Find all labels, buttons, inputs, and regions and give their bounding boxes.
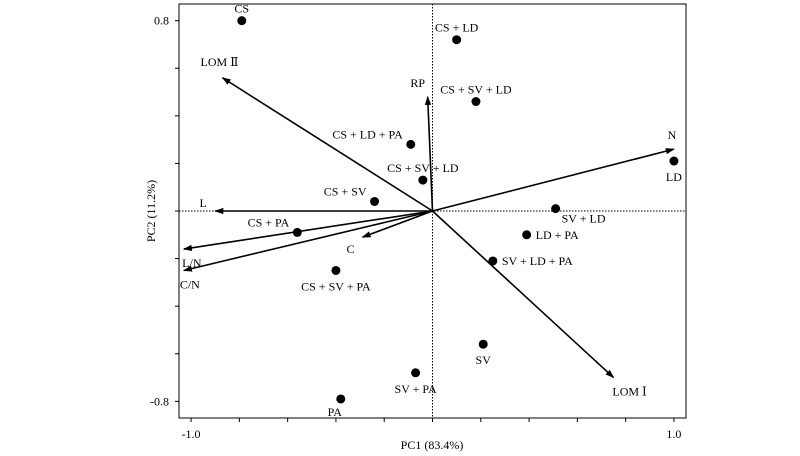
sample-point xyxy=(418,175,428,185)
vector-arrow xyxy=(432,148,675,212)
vector-label: LOM Ⅱ xyxy=(201,55,239,69)
x-tick-label: -1.0 xyxy=(182,427,201,441)
y-axis-title: PC2 (11.2%) xyxy=(144,180,158,242)
sample-point xyxy=(669,156,679,166)
sample-point xyxy=(411,368,421,378)
sample-point xyxy=(331,265,341,275)
sample-point xyxy=(292,227,302,237)
point-label: CS + SV + LD xyxy=(440,83,512,97)
sample-point xyxy=(471,97,481,107)
point-label: CS + PA xyxy=(248,215,290,229)
sample-point xyxy=(478,339,488,349)
vector-label: RP xyxy=(410,76,425,90)
sample-point xyxy=(452,35,462,45)
vector-arrow xyxy=(182,210,433,272)
sample-point xyxy=(370,196,380,206)
point-label: LD + PA xyxy=(536,228,579,242)
vector-arrow xyxy=(221,77,433,212)
point-label: PA xyxy=(328,405,343,419)
sample-point xyxy=(336,394,346,404)
sample-point xyxy=(488,256,498,266)
point-label: CS + LD + PA xyxy=(332,127,403,141)
x-tick-label: 1.0 xyxy=(666,427,681,441)
point-label: SV xyxy=(476,353,492,367)
vector-arrow xyxy=(431,210,615,379)
vector-arrow xyxy=(424,95,434,212)
point-label: CS + SV + PA xyxy=(301,279,371,293)
vector-label: LOM Ⅰ xyxy=(612,385,647,399)
y-tick-label: -0.8 xyxy=(150,394,169,408)
point-label: LD xyxy=(666,170,682,184)
vector-arrow xyxy=(182,210,433,251)
x-axis-title: PC1 (83.4%) xyxy=(401,438,464,452)
point-label: SV + LD xyxy=(562,212,606,226)
vector-label: C/N xyxy=(180,277,200,291)
sample-point xyxy=(237,16,247,26)
vector-arrow xyxy=(361,210,433,238)
vector-label: N xyxy=(668,128,677,142)
point-label: CS + SV + LD xyxy=(387,161,459,175)
sample-point xyxy=(406,139,416,149)
point-label: CS + SV xyxy=(324,184,367,198)
vector-label: C xyxy=(346,242,354,256)
y-tick-label: 0.8 xyxy=(154,14,169,28)
ticks: -1.0 1.0 0.8 -0.8 xyxy=(150,14,681,441)
point-label: SV + PA xyxy=(395,382,437,396)
point-label: SV + LD + PA xyxy=(502,254,573,268)
sample-points: CS CS + LD CS + SV + LD CS + LD + PA CS + SV… xyxy=(234,2,682,419)
point-label: CS + LD xyxy=(435,21,479,35)
sample-point xyxy=(551,204,561,214)
sample-point xyxy=(522,230,532,240)
vector-label: L xyxy=(200,196,207,210)
point-label: CS xyxy=(234,2,249,16)
